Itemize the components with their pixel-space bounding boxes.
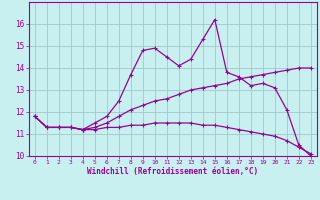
X-axis label: Windchill (Refroidissement éolien,°C): Windchill (Refroidissement éolien,°C) (87, 167, 258, 176)
